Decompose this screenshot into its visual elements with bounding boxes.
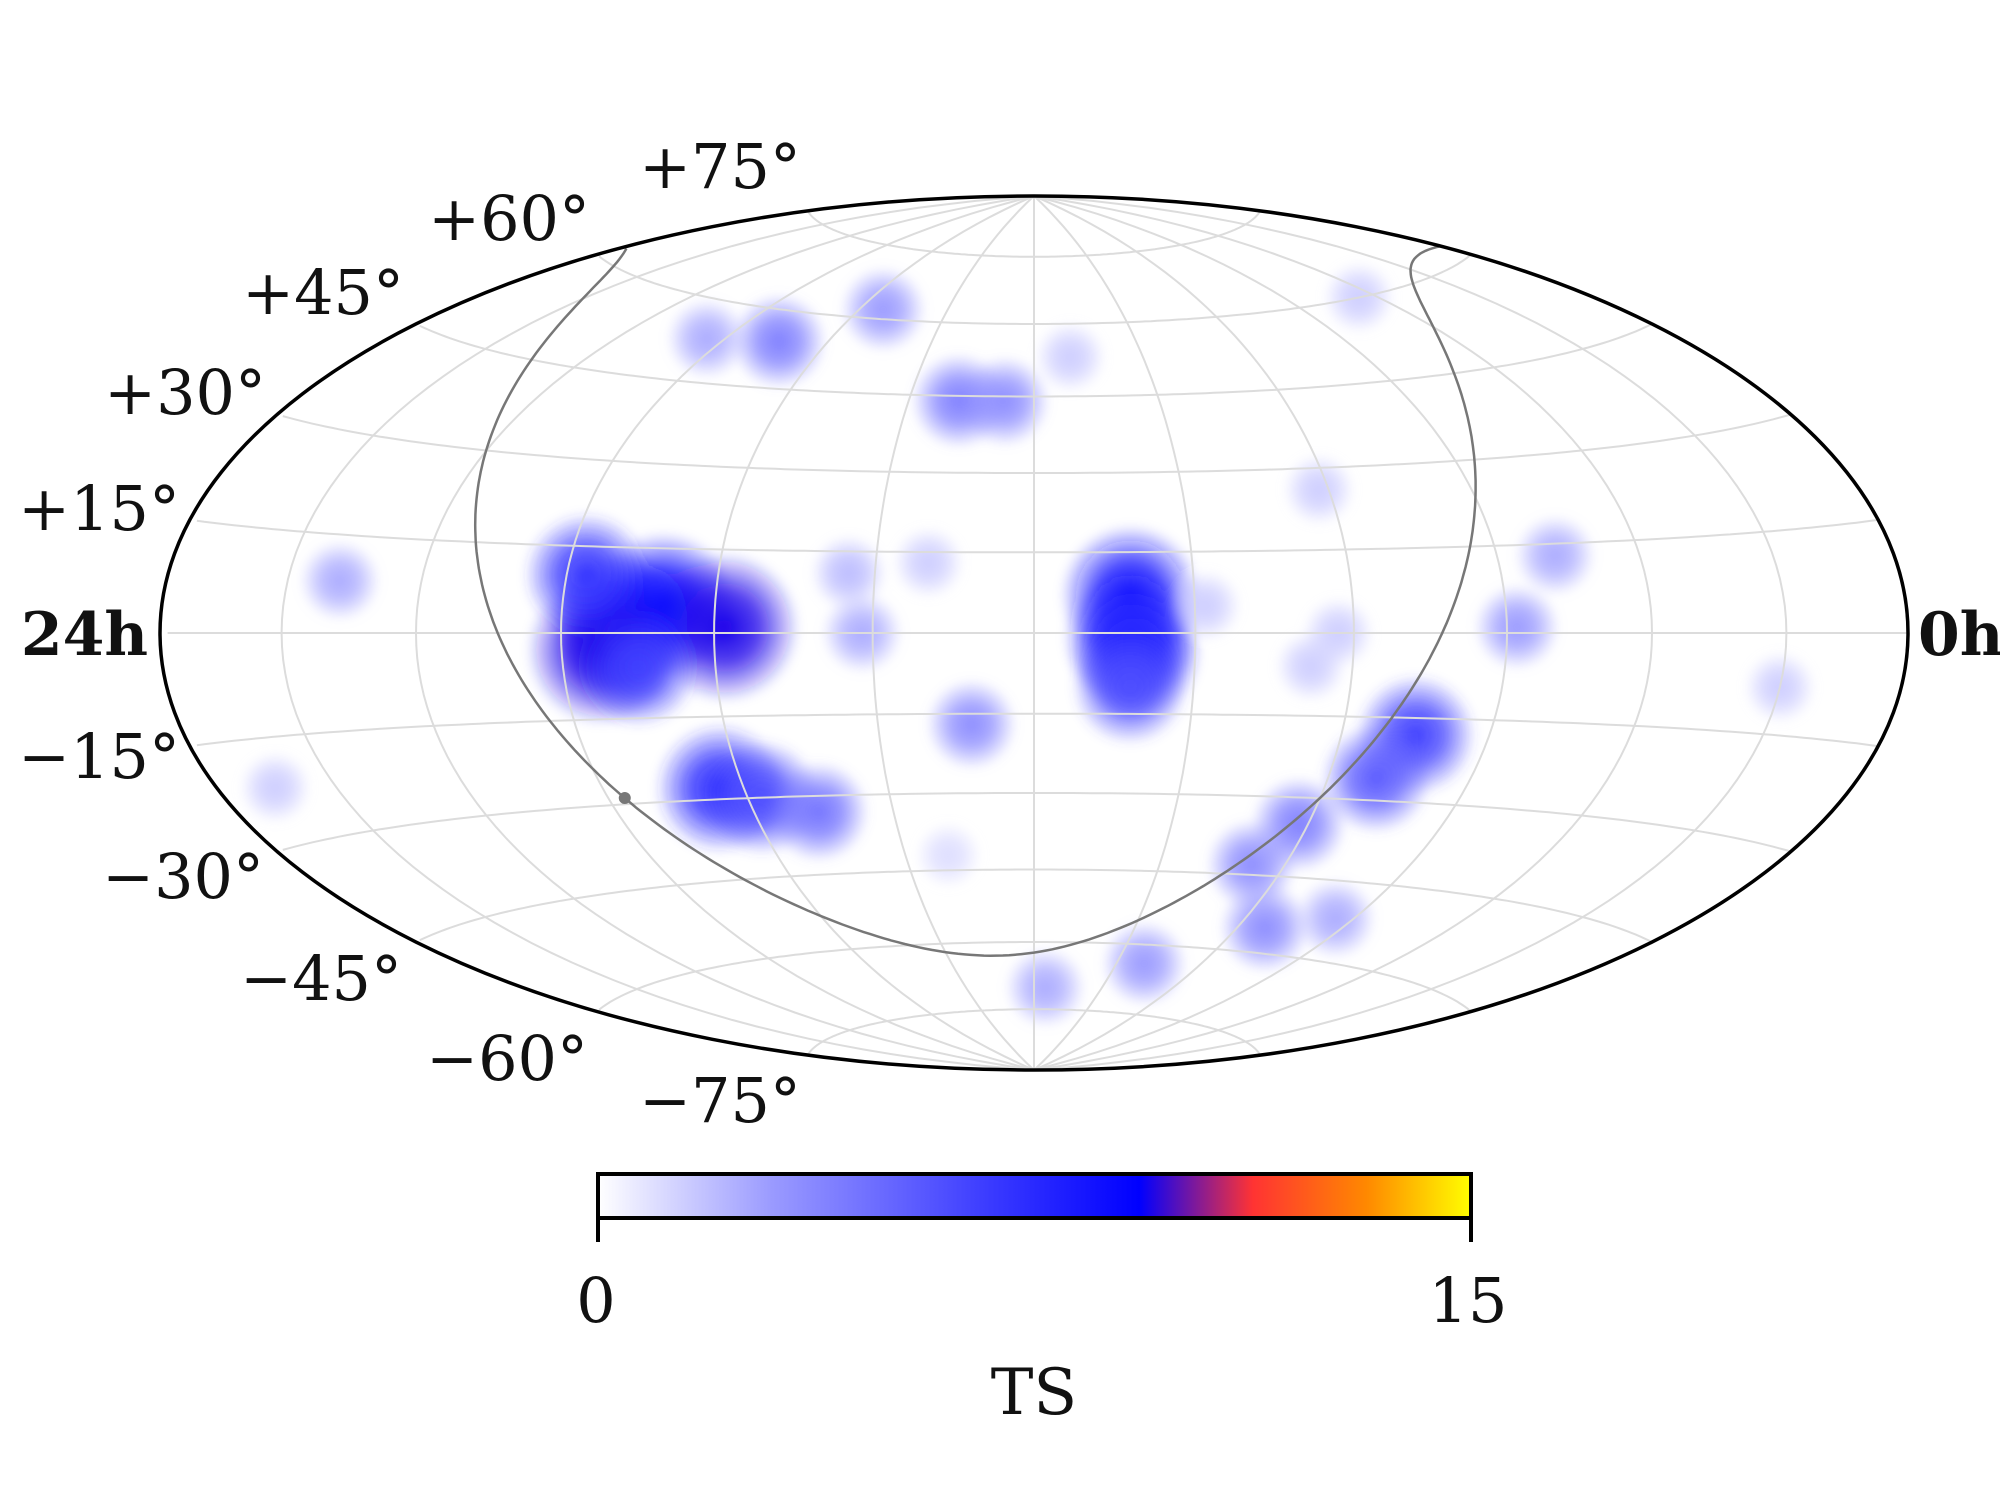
ts-hotspot [1283, 454, 1355, 526]
ts-hotspot [1294, 878, 1376, 960]
ts-hotspot [810, 535, 887, 612]
dec-label-south-60: −60° [426, 1022, 588, 1095]
ts-hotspot [959, 355, 1051, 447]
ts-hotspot [1034, 321, 1106, 393]
ts-hotspot [523, 512, 650, 639]
ts-hotspot [1219, 882, 1311, 974]
grid-parallel [419, 868, 1653, 943]
ts-hotspot [925, 678, 1017, 770]
grid-parallel [196, 518, 1879, 554]
galactic-center-marker [618, 792, 631, 805]
galactic-plane-line [473, 244, 1477, 957]
colorbar-title: TS [991, 1356, 1078, 1430]
colorbar: 0 15 TS [576, 1172, 1508, 1430]
ra-label-left: 24h [21, 600, 148, 670]
coordinate-grid [167, 196, 1908, 1070]
colorbar-gradient [596, 1172, 1473, 1220]
dec-label-south-15: −15° [18, 720, 180, 793]
ts-hotspot [577, 606, 699, 728]
dec-label-south-30: −30° [102, 840, 264, 913]
dec-label-north-30: +30° [104, 356, 266, 429]
ts-hotspot [666, 298, 748, 380]
grid-parallel [598, 941, 1472, 1013]
ts-hotspot [1004, 947, 1086, 1029]
ts-hotspot [1101, 920, 1188, 1007]
grid-parallel [598, 253, 1472, 325]
ts-hotspot [1071, 629, 1188, 746]
grid-parallel [419, 323, 1653, 398]
dec-label-north-60: +60° [428, 182, 590, 255]
ts-hotspot [239, 752, 311, 824]
dec-label-north-15: +15° [18, 472, 180, 545]
grid-parallel [282, 792, 1792, 853]
colorbar-min-label: 0 [576, 1264, 615, 1337]
dec-label-north-45: +45° [242, 256, 404, 329]
grid-parallel [807, 1008, 1262, 1056]
ts-hotspot [840, 266, 927, 353]
ts-hotspot [1170, 570, 1242, 642]
dec-label-north-75: +75° [639, 130, 801, 203]
colorbar-max-label: 15 [1429, 1264, 1508, 1337]
ts-hotspot [915, 822, 982, 889]
sky-boundary [158, 194, 1910, 1072]
ts-hotspot [1514, 515, 1596, 597]
dec-label-south-75: −75° [639, 1064, 801, 1137]
dec-label-south-45: −45° [240, 942, 402, 1015]
ts-hotspot [1320, 722, 1432, 834]
ts-hotspot [768, 761, 870, 863]
declination-labels: +75° +60° +45° +30° +15° −15° −30° −45° … [18, 130, 801, 1137]
ts-heatmap [239, 261, 1816, 1029]
grid-parallel [282, 413, 1792, 474]
ra-label-right: 0h [1918, 600, 2000, 670]
galactic-plane [473, 244, 1477, 957]
grid-parallel [807, 210, 1262, 258]
ts-hotspot [299, 540, 381, 622]
ts-hotspot [892, 527, 964, 599]
ts-hotspot [1473, 584, 1560, 671]
grid-parallel [196, 712, 1879, 748]
